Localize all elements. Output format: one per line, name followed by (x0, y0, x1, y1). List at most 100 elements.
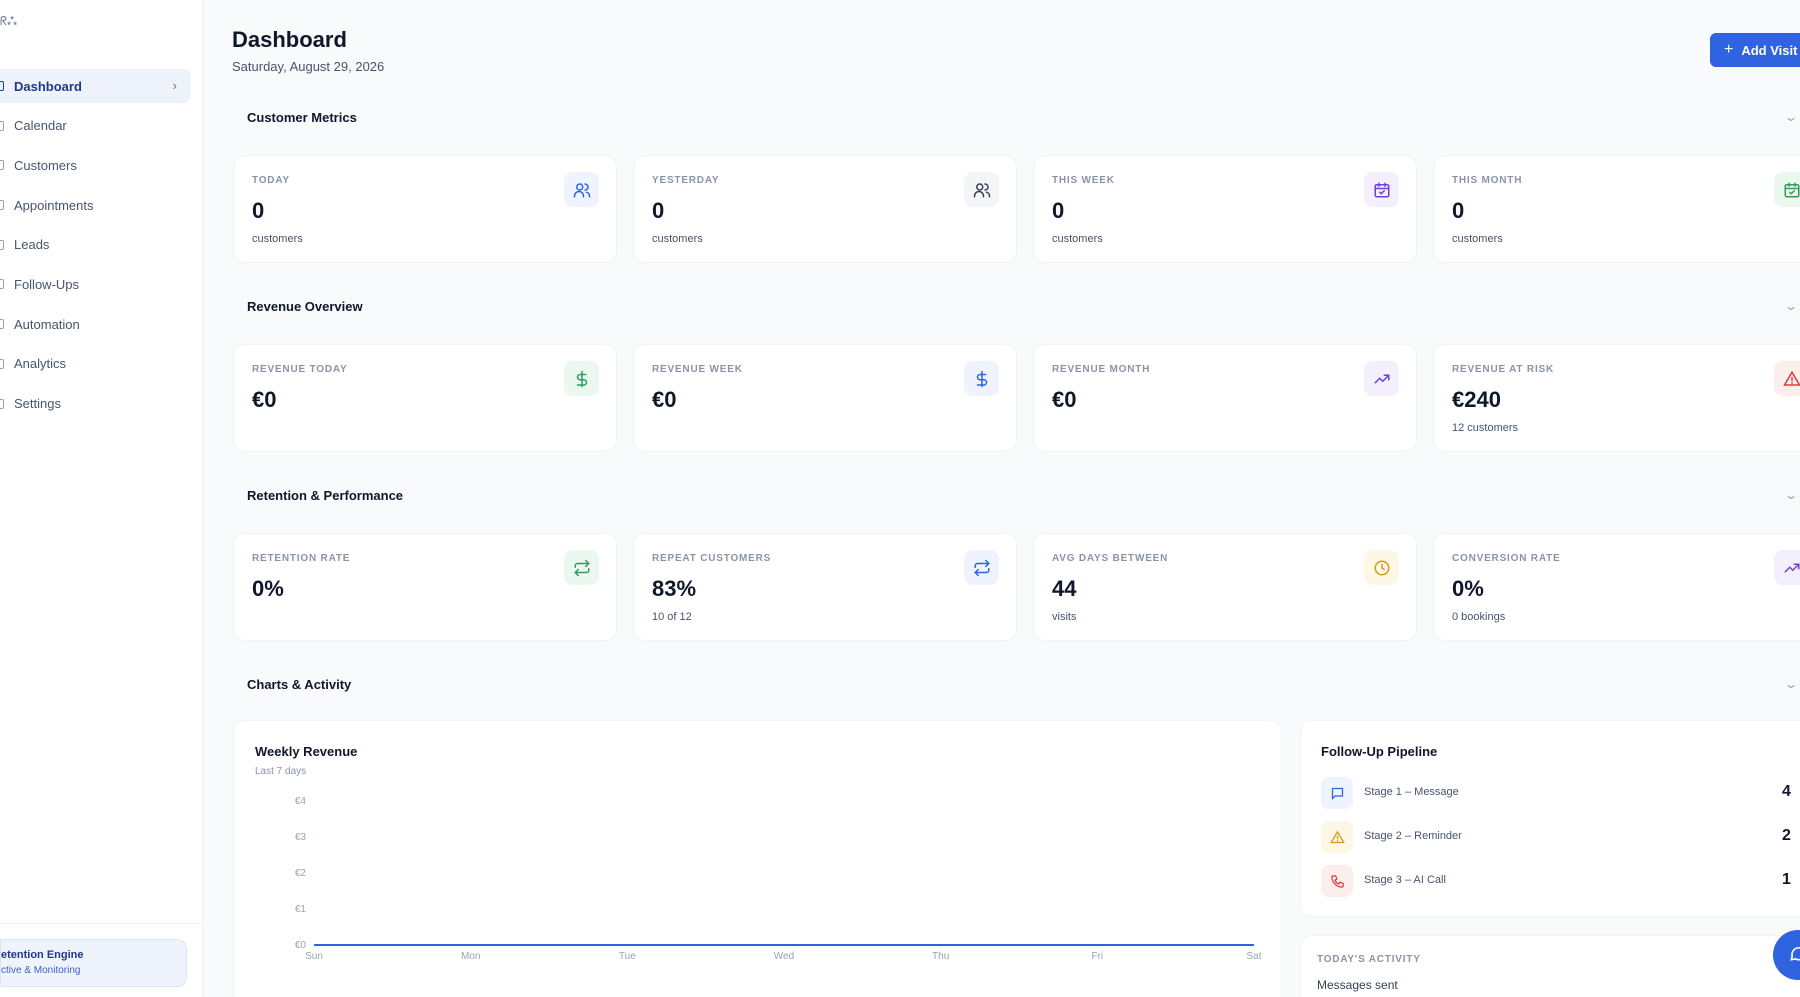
sidebar-item-automation[interactable]: Automation (0, 307, 191, 341)
calendar-check-icon (1364, 172, 1399, 207)
sidebar-nav: Dashboard › Calendar Customers Appointme… (0, 69, 191, 426)
metric-label: REVENUE AT RISK (1452, 364, 1555, 375)
activity-row-label: Messages sent (1317, 978, 1398, 992)
users-icon (564, 172, 599, 207)
add-visit-button[interactable]: + Add Visit (1710, 33, 1800, 67)
metric-value: 0 (652, 198, 665, 223)
users-icon (0, 160, 4, 171)
weekly-revenue-chart: €0 €1 €2 €3 €4 Sun Mon Tue Wed Thu Fri Sat (295, 796, 1262, 962)
engine-title: etention Engine (1, 949, 84, 961)
metric-value: 83% (652, 576, 697, 601)
metric-value: 0% (252, 576, 284, 601)
metric-value: 0 (252, 198, 265, 223)
metric-card-conversion-rate: CONVERSION RATE 0% 0 bookings (1433, 533, 1800, 641)
chevron-down-icon[interactable]: ⌄ (1783, 488, 1799, 502)
message-icon (1321, 777, 1353, 809)
stage-label: Stage 2 – Reminder (1364, 830, 1462, 842)
users-icon (964, 172, 999, 207)
pipeline-stage-3[interactable]: Stage 3 – AI Call 1 (1321, 865, 1800, 897)
trending-up-icon (1774, 550, 1800, 585)
clock-icon (1364, 550, 1399, 585)
sidebar-divider (0, 923, 203, 924)
sidebar-item-analytics[interactable]: Analytics (0, 347, 191, 381)
user-plus-icon (0, 239, 4, 250)
x-tick-label: Sat (1246, 951, 1261, 962)
metric-card-revenue-at-risk: REVENUE AT RISK €240 12 customers (1433, 344, 1800, 452)
weekly-revenue-card: Weekly Revenue Last 7 days €0 €1 €2 €3 €4 Sun… (233, 720, 1282, 997)
sidebar: ᖇ⁂ Dashboard › Calendar Customers Appoin… (0, 0, 203, 997)
metric-label: REVENUE TODAY (252, 364, 348, 375)
follow-up-pipeline-card: Follow-Up Pipeline Stage 1 – Message 4 S… (1300, 720, 1800, 917)
section-title-charts-activity: Charts & Activity (247, 677, 352, 692)
sidebar-item-label: Follow-Ups (14, 276, 80, 292)
sidebar-item-calendar[interactable]: Calendar (0, 109, 191, 143)
metric-label: THIS MONTH (1452, 175, 1523, 186)
todays-activity-card: TODAY'S ACTIVITY Messages sent (1300, 935, 1800, 997)
metric-label: REPEAT CUSTOMERS (652, 553, 772, 564)
metric-label: REVENUE WEEK (652, 364, 743, 375)
sidebar-item-label: Customers (14, 157, 77, 173)
y-tick-label: €3 (295, 832, 307, 843)
sidebar-item-label: Calendar (14, 118, 67, 134)
sidebar-item-customers[interactable]: Customers (0, 148, 191, 182)
pipeline-stage-2[interactable]: Stage 2 – Reminder 2 (1321, 821, 1800, 853)
alert-triangle-icon (1321, 821, 1353, 853)
sidebar-item-appointments[interactable]: Appointments (0, 188, 191, 222)
metric-sub: 10 of 12 (652, 611, 692, 623)
metric-label: THIS WEEK (1052, 175, 1115, 186)
metric-sub: customers (1052, 233, 1103, 245)
metric-value: €0 (252, 387, 277, 412)
sidebar-item-leads[interactable]: Leads (0, 228, 191, 262)
x-tick-label: Sun (305, 951, 323, 962)
metric-value: 44 (1052, 576, 1077, 601)
dashboard-icon (0, 81, 4, 91)
metric-sub: visits (1052, 611, 1077, 623)
stage-count: 2 (1782, 827, 1791, 844)
pipeline-title: Follow-Up Pipeline (1321, 744, 1438, 759)
x-tick-label: Mon (461, 951, 480, 962)
metric-card-today: TODAY 0 customers (233, 155, 617, 263)
sidebar-item-settings[interactable]: Settings (0, 387, 191, 421)
section-title-customer-metrics: Customer Metrics (247, 110, 357, 125)
metric-card-yesterday: YESTERDAY 0 customers (633, 155, 1017, 263)
page-date: Saturday, August 29, 2026 (232, 59, 385, 74)
chevron-down-icon[interactable]: ⌄ (1783, 677, 1799, 691)
trending-up-icon (1364, 361, 1399, 396)
phone-icon (1321, 865, 1353, 897)
y-tick-label: €0 (295, 940, 307, 951)
metric-card-this-week: THIS WEEK 0 customers (1033, 155, 1417, 263)
y-tick-label: €4 (295, 796, 307, 807)
x-tick-label: Tue (619, 951, 636, 962)
sidebar-item-label: Automation (14, 316, 80, 332)
x-tick-label: Fri (1091, 951, 1103, 962)
chevron-right-icon: › (172, 78, 177, 93)
calendar-check-icon (1774, 172, 1800, 207)
clipboard-icon (0, 200, 4, 211)
chevron-down-icon[interactable]: ⌄ (1783, 299, 1799, 313)
bell-icon (0, 279, 4, 290)
repeat-icon (964, 550, 999, 585)
metric-sub: 12 customers (1452, 422, 1519, 434)
retention-engine-status[interactable]: etention Engine ctive & Monitoring (0, 939, 187, 987)
section-title-revenue-overview: Revenue Overview (247, 299, 363, 314)
sidebar-item-follow-ups[interactable]: Follow-Ups (0, 267, 191, 301)
metric-label: RETENTION RATE (252, 553, 351, 564)
sidebar-item-label: Settings (14, 396, 61, 411)
pipeline-stage-1[interactable]: Stage 1 – Message 4 (1321, 777, 1800, 809)
metric-value: 0% (1452, 576, 1484, 601)
metric-card-repeat-customers: REPEAT CUSTOMERS 83% 10 of 12 (633, 533, 1017, 641)
metric-card-revenue-month: REVENUE MONTH €0 (1033, 344, 1417, 452)
metric-label: TODAY (252, 175, 290, 186)
sidebar-item-dashboard[interactable]: Dashboard › (0, 69, 191, 103)
chevron-down-icon[interactable]: ⌄ (1783, 110, 1799, 124)
metric-label: CONVERSION RATE (1452, 553, 1561, 564)
chat-icon (1788, 943, 1800, 968)
metric-sub: customers (252, 233, 303, 245)
y-tick-label: €2 (295, 868, 307, 879)
metric-card-revenue-week: REVENUE WEEK €0 (633, 344, 1017, 452)
metric-value: €0 (1052, 387, 1077, 412)
alert-triangle-icon (1774, 361, 1800, 396)
dollar-icon (964, 361, 999, 396)
stage-label: Stage 3 – AI Call (1364, 874, 1446, 886)
calendar-icon (0, 120, 4, 131)
